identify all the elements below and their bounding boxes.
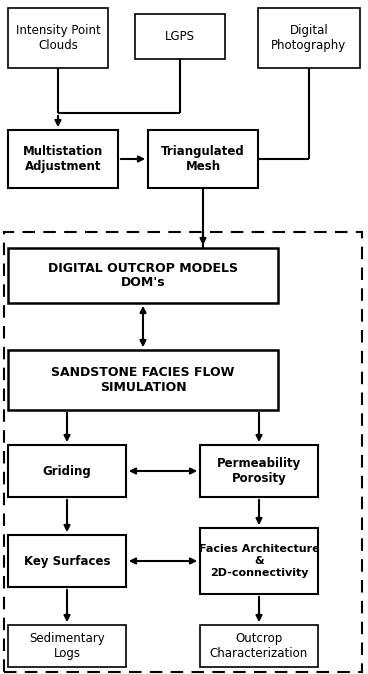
FancyBboxPatch shape (8, 535, 126, 587)
Text: DIGITAL OUTCROP MODELS
DOM's: DIGITAL OUTCROP MODELS DOM's (48, 262, 238, 290)
Text: LGPS: LGPS (165, 30, 195, 43)
FancyBboxPatch shape (8, 625, 126, 667)
FancyBboxPatch shape (258, 8, 360, 68)
FancyBboxPatch shape (200, 528, 318, 594)
Text: Outcrop
Characterization: Outcrop Characterization (210, 632, 308, 660)
FancyBboxPatch shape (200, 625, 318, 667)
Text: Intensity Point
Clouds: Intensity Point Clouds (15, 24, 100, 52)
Text: Multistation
Adjustment: Multistation Adjustment (23, 145, 103, 173)
Text: Key Surfaces: Key Surfaces (24, 555, 110, 568)
FancyBboxPatch shape (8, 8, 108, 68)
FancyBboxPatch shape (8, 130, 118, 188)
FancyBboxPatch shape (8, 248, 278, 303)
Text: Digital
Photography: Digital Photography (271, 24, 347, 52)
FancyBboxPatch shape (148, 130, 258, 188)
FancyBboxPatch shape (200, 445, 318, 497)
Text: Griding: Griding (43, 464, 91, 477)
Text: Triangulated
Mesh: Triangulated Mesh (161, 145, 245, 173)
FancyBboxPatch shape (135, 14, 225, 59)
Text: Facies Architecture
&
2D-connectivity: Facies Architecture & 2D-connectivity (199, 545, 319, 578)
FancyBboxPatch shape (8, 350, 278, 410)
FancyBboxPatch shape (8, 445, 126, 497)
Text: Permeability
Porosity: Permeability Porosity (217, 457, 301, 485)
Text: SANDSTONE FACIES FLOW
SIMULATION: SANDSTONE FACIES FLOW SIMULATION (51, 366, 235, 394)
Text: Sedimentary
Logs: Sedimentary Logs (29, 632, 105, 660)
